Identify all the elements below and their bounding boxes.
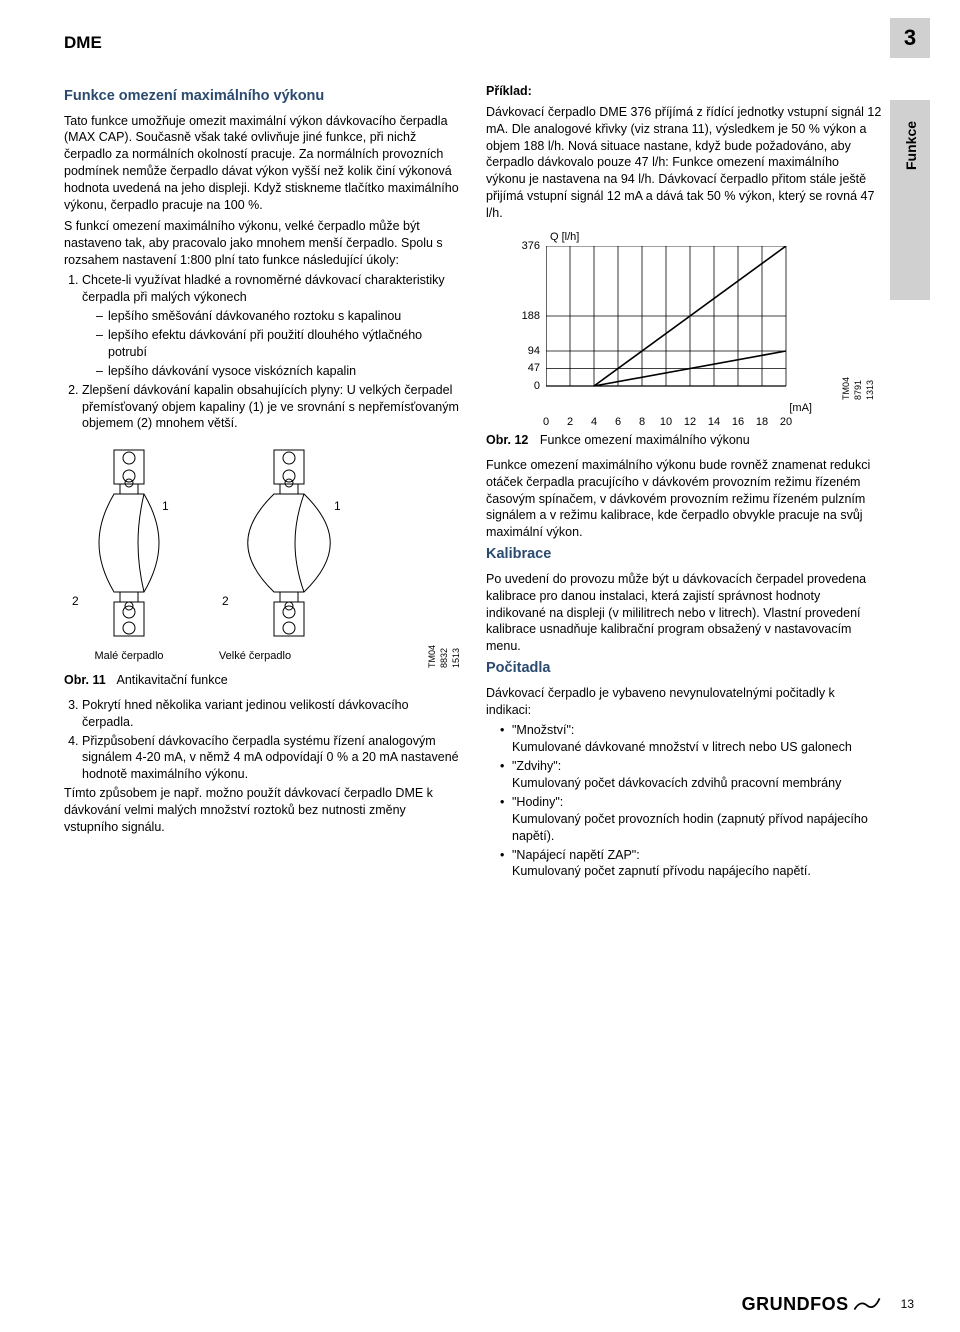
list-item: "Hodiny": Kumulovaný počet provozních ho…: [500, 794, 882, 845]
list-item: Zlepšení dávkování kapalin obsahujících …: [82, 382, 460, 433]
pump-icon: [84, 448, 174, 638]
grundfos-logo: GRUNDFOS: [742, 1292, 881, 1316]
list-item-text: Chcete-li využívat hladké a rovnoměrné d…: [82, 273, 445, 304]
doc-title: DME: [64, 32, 914, 55]
paragraph: Dávkovací čerpadlo DME 376 příjímá z říd…: [486, 104, 882, 222]
section-heading: Kalibrace: [486, 545, 882, 565]
x-tick: 4: [591, 415, 597, 430]
list-item: Pokrytí hned několika variant jedinou ve…: [82, 697, 460, 731]
page-footer: GRUNDFOS 13: [742, 1292, 914, 1316]
figure-caption-label: Obr. 12: [486, 433, 528, 447]
x-tick: 6: [615, 415, 621, 430]
annotation-2: 2: [222, 593, 229, 609]
chart-svg: [546, 246, 806, 406]
annotation-2: 2: [72, 593, 79, 609]
paragraph: Dávkovací čerpadlo je vybaveno nevynulov…: [486, 685, 882, 719]
counter-name: "Hodiny":: [512, 795, 563, 809]
logo-text: GRUNDFOS: [742, 1292, 849, 1316]
counter-desc: Kumulované dávkované množství v litrech …: [512, 740, 852, 754]
sub-list-item: lepšího efektu dávkování při použití dlo…: [96, 327, 460, 361]
counter-list: "Množství": Kumulované dávkované množstv…: [486, 722, 882, 880]
figure-caption: Obr. 12 Funkce omezení maximálního výkon…: [486, 432, 882, 449]
x-tick: 12: [684, 415, 696, 430]
counter-name: "Napájecí napětí ZAP":: [512, 848, 640, 862]
pump-icon: [234, 448, 344, 638]
side-tab-label: Funkce: [902, 130, 921, 170]
annotation-1: 1: [334, 498, 341, 514]
x-tick: 14: [708, 415, 720, 430]
logo-icon: [853, 1295, 881, 1313]
small-pump-diagram: 1 2: [84, 448, 174, 643]
x-tick: 8: [639, 415, 645, 430]
right-column: Příklad: Dávkovací čerpadlo DME 376 příj…: [486, 83, 882, 882]
sub-list-item: lepšího směšování dávkovaného roztoku s …: [96, 308, 460, 325]
tm-code: TM04 8832 1513: [426, 634, 462, 668]
chapter-number: 3: [890, 18, 930, 58]
y-tick: 188: [510, 309, 540, 324]
large-pump-diagram: 1 2: [234, 448, 344, 643]
list-item: "Množství": Kumulované dávkované množstv…: [500, 722, 882, 756]
chart: Q [l/h] 04794188376 02468101214161820 [m…: [516, 232, 806, 412]
left-column: Funkce omezení maximálního výkonu Tato f…: [64, 83, 460, 882]
paragraph: Tímto způsobem je např. možno použít dáv…: [64, 785, 460, 836]
figure-caption-text: Antikavitační funkce: [117, 673, 228, 687]
sub-list-item: lepšího dávkování vysoce viskózních kapa…: [96, 363, 460, 380]
counter-name: "Množství":: [512, 723, 574, 737]
numbered-list-cont: Pokrytí hned několika variant jedinou ve…: [64, 697, 460, 783]
x-tick: 16: [732, 415, 744, 430]
y-tick: 94: [510, 344, 540, 359]
tm-code: TM04 8791 1313: [840, 377, 876, 400]
paragraph: Funkce omezení maximálního výkonu bude r…: [486, 457, 882, 541]
counter-desc: Kumulovaný počet zapnutí přívodu napájec…: [512, 864, 811, 878]
y-axis-label: Q [l/h]: [550, 230, 579, 245]
y-tick: 47: [510, 361, 540, 376]
paragraph: Tato funkce umožňuje omezit maximální vý…: [64, 113, 460, 214]
side-tab: Funkce: [890, 100, 930, 300]
pump-label-large: Velké čerpadlo: [210, 649, 300, 664]
list-item: Chcete-li využívat hladké a rovnoměrné d…: [82, 272, 460, 379]
figure-caption-text: Funkce omezení maximálního výkonu: [540, 433, 750, 447]
y-tick: 0: [510, 379, 540, 394]
section-heading: Počitadla: [486, 659, 882, 679]
counter-desc: Kumulovaný počet provozních hodin (zapnu…: [512, 812, 868, 843]
x-tick: 10: [660, 415, 672, 430]
figure-12: Q [l/h] 04794188376 02468101214161820 [m…: [486, 232, 882, 412]
list-item: "Napájecí napětí ZAP": Kumulovaný počet …: [500, 847, 882, 881]
page-number: 13: [901, 1296, 914, 1312]
figure-caption-label: Obr. 11: [64, 673, 106, 687]
x-tick: 18: [756, 415, 768, 430]
sub-list: lepšího směšování dávkovaného roztoku s …: [82, 308, 460, 380]
x-axis-label: [mA]: [789, 401, 812, 416]
example-label: Příklad:: [486, 83, 882, 100]
x-tick: 0: [543, 415, 549, 430]
counter-desc: Kumulovaný počet dávkovacích zdvihů prac…: [512, 776, 841, 790]
numbered-list: Chcete-li využívat hladké a rovnoměrné d…: [64, 272, 460, 432]
figure-caption: Obr. 11 Antikavitační funkce: [64, 672, 460, 689]
annotation-1: 1: [162, 498, 169, 514]
pump-label-small: Malé čerpadlo: [84, 649, 174, 664]
section-heading: Funkce omezení maximálního výkonu: [64, 87, 460, 107]
two-column-layout: Funkce omezení maximálního výkonu Tato f…: [64, 83, 914, 882]
list-item: "Zdvihy": Kumulovaný počet dávkovacích z…: [500, 758, 882, 792]
list-item: Přizpůsobení dávkovacího čerpadla systém…: [82, 733, 460, 784]
figure-11: 1 2: [64, 448, 460, 664]
x-tick: 2: [567, 415, 573, 430]
paragraph: Po uvedení do provozu může být u dávkova…: [486, 571, 882, 655]
page: DME 3 Funkce Funkce omezení maximálního …: [0, 0, 960, 1332]
paragraph: S funkcí omezení maximálního výkonu, vel…: [64, 218, 460, 269]
y-tick: 376: [510, 239, 540, 254]
counter-name: "Zdvihy":: [512, 759, 561, 773]
x-tick: 20: [780, 415, 792, 430]
